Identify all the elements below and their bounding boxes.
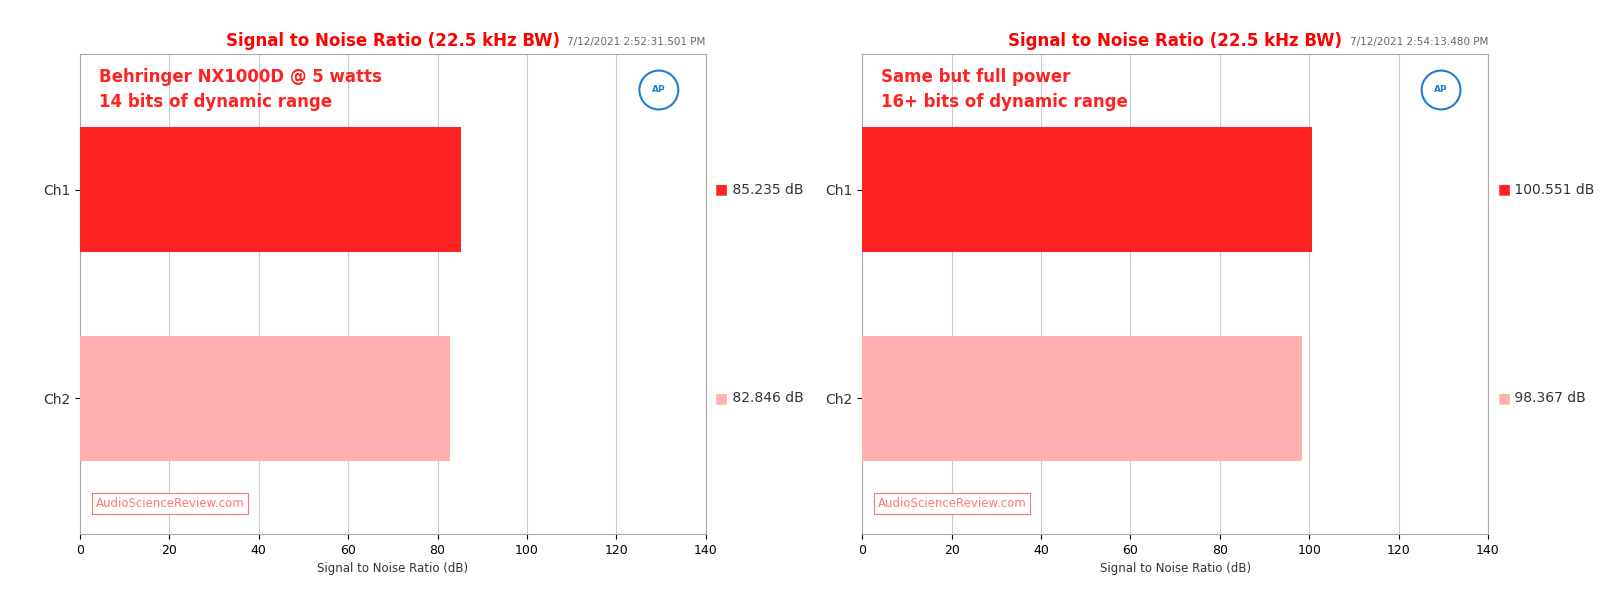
X-axis label: Signal to Noise Ratio (dB): Signal to Noise Ratio (dB) — [317, 562, 469, 575]
Bar — [862, 336, 1302, 461]
Text: 7/12/2021 2:54:13.480 PM: 7/12/2021 2:54:13.480 PM — [1350, 37, 1488, 47]
Text: AudioScienceReview.com: AudioScienceReview.com — [878, 497, 1027, 510]
X-axis label: Signal to Noise Ratio (dB): Signal to Noise Ratio (dB) — [1099, 562, 1251, 575]
Title: Signal to Noise Ratio (22.5 kHz BW): Signal to Noise Ratio (22.5 kHz BW) — [226, 32, 560, 50]
Text: ■: ■ — [715, 391, 728, 406]
Bar — [80, 336, 450, 461]
Text: Same but full power
16+ bits of dynamic range: Same but full power 16+ bits of dynamic … — [882, 68, 1128, 112]
Bar — [80, 127, 461, 252]
Text: 7/12/2021 2:52:31.501 PM: 7/12/2021 2:52:31.501 PM — [568, 37, 706, 47]
Text: 98.367 dB: 98.367 dB — [1510, 391, 1586, 406]
Title: Signal to Noise Ratio (22.5 kHz BW): Signal to Noise Ratio (22.5 kHz BW) — [1008, 32, 1342, 50]
Text: ■: ■ — [715, 182, 728, 197]
Bar — [862, 127, 1312, 252]
Text: AudioScienceReview.com: AudioScienceReview.com — [96, 497, 245, 510]
Text: 82.846 dB: 82.846 dB — [728, 391, 803, 406]
Text: 85.235 dB: 85.235 dB — [728, 182, 803, 197]
Text: ■: ■ — [1498, 391, 1510, 406]
Text: Behringer NX1000D @ 5 watts
14 bits of dynamic range: Behringer NX1000D @ 5 watts 14 bits of d… — [99, 68, 382, 112]
Text: 100.551 dB: 100.551 dB — [1510, 182, 1594, 197]
Text: ■: ■ — [1498, 182, 1510, 197]
